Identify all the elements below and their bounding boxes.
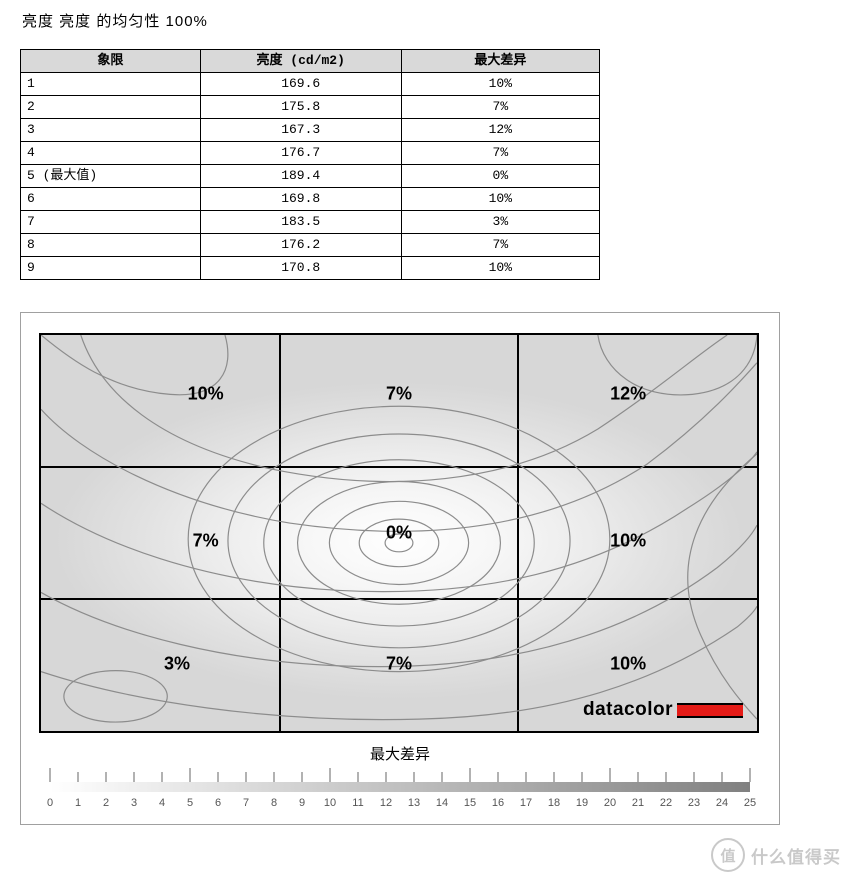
cell-quadrant: 3 bbox=[21, 119, 201, 142]
cell-luminance: 176.2 bbox=[200, 234, 401, 257]
cell-quadrant: 2 bbox=[21, 96, 201, 119]
col-luminance: 亮度 (cd/m2) bbox=[200, 50, 401, 73]
cell-luminance: 170.8 bbox=[200, 257, 401, 280]
cell-quadrant: 5 (最大值) bbox=[21, 165, 201, 188]
table-row: 2 175.8 7% bbox=[21, 96, 600, 119]
cell-value: 12% bbox=[610, 384, 646, 405]
table-row: 7 183.5 3% bbox=[21, 211, 600, 234]
cell-value: 7% bbox=[386, 384, 412, 405]
svg-text:9: 9 bbox=[299, 797, 305, 809]
svg-text:14: 14 bbox=[436, 797, 448, 809]
svg-text:11: 11 bbox=[352, 797, 363, 809]
svg-text:4: 4 bbox=[159, 797, 165, 809]
svg-text:16: 16 bbox=[492, 797, 504, 809]
cell-luminance: 169.6 bbox=[200, 73, 401, 96]
brand-bar-icon bbox=[677, 703, 743, 718]
cell-value: 10% bbox=[188, 384, 224, 405]
uniformity-chart-container: 10% 7% 12% 7% 0% 10% 3% 7% 10% datacolor… bbox=[20, 312, 780, 825]
svg-text:6: 6 bbox=[215, 797, 221, 809]
table-row: 1 169.6 10% bbox=[21, 73, 600, 96]
contour-plot: 10% 7% 12% 7% 0% 10% 3% 7% 10% datacolor bbox=[39, 333, 759, 733]
cell-luminance: 183.5 bbox=[200, 211, 401, 234]
luminance-table: 象限 亮度 (cd/m2) 最大差异 1 169.6 10% 2 175.8 7… bbox=[20, 49, 600, 280]
table-row: 3 167.3 12% bbox=[21, 119, 600, 142]
svg-text:18: 18 bbox=[548, 797, 560, 809]
svg-text:19: 19 bbox=[576, 797, 588, 809]
table-row: 9 170.8 10% bbox=[21, 257, 600, 280]
svg-text:12: 12 bbox=[380, 797, 392, 809]
cell-diff: 12% bbox=[401, 119, 599, 142]
cell-quadrant: 4 bbox=[21, 142, 201, 165]
svg-text:5: 5 bbox=[187, 797, 193, 809]
svg-text:0: 0 bbox=[47, 797, 53, 809]
svg-text:2: 2 bbox=[103, 797, 109, 809]
cell-quadrant: 1 bbox=[21, 73, 201, 96]
legend: 最大差异 01234567891011121314151617181920212… bbox=[39, 743, 761, 810]
cell-quadrant: 7 bbox=[21, 211, 201, 234]
svg-text:8: 8 bbox=[271, 797, 277, 809]
cell-quadrant: 9 bbox=[21, 257, 201, 280]
table-row: 5 (最大值) 189.4 0% bbox=[21, 165, 600, 188]
cell-luminance: 189.4 bbox=[200, 165, 401, 188]
cell-diff: 10% bbox=[401, 257, 599, 280]
cell-luminance: 175.8 bbox=[200, 96, 401, 119]
cell-diff: 0% bbox=[401, 165, 599, 188]
svg-text:10: 10 bbox=[324, 797, 336, 809]
col-quadrant: 象限 bbox=[21, 50, 201, 73]
cell-value: 7% bbox=[193, 530, 219, 551]
svg-text:24: 24 bbox=[716, 797, 728, 809]
cell-luminance: 169.8 bbox=[200, 188, 401, 211]
grid-line-horizontal bbox=[41, 466, 757, 468]
grid-line-horizontal bbox=[41, 598, 757, 600]
legend-scale: 0123456789101112131415161718192021222324… bbox=[40, 766, 760, 810]
table-row: 6 169.8 10% bbox=[21, 188, 600, 211]
datacolor-brand: datacolor bbox=[583, 699, 743, 721]
cell-diff: 3% bbox=[401, 211, 599, 234]
cell-value: 10% bbox=[610, 530, 646, 551]
svg-text:22: 22 bbox=[660, 797, 672, 809]
cell-value: 3% bbox=[164, 653, 190, 674]
svg-text:25: 25 bbox=[744, 797, 756, 809]
cell-diff: 7% bbox=[401, 234, 599, 257]
svg-text:21: 21 bbox=[632, 797, 644, 809]
cell-quadrant: 8 bbox=[21, 234, 201, 257]
cell-quadrant: 6 bbox=[21, 188, 201, 211]
legend-caption: 最大差异 bbox=[39, 743, 761, 764]
cell-luminance: 167.3 bbox=[200, 119, 401, 142]
cell-diff: 10% bbox=[401, 188, 599, 211]
svg-text:20: 20 bbox=[604, 797, 616, 809]
cell-value: 0% bbox=[386, 523, 412, 544]
cell-diff: 10% bbox=[401, 73, 599, 96]
table-row: 8 176.2 7% bbox=[21, 234, 600, 257]
svg-text:3: 3 bbox=[131, 797, 137, 809]
svg-text:13: 13 bbox=[408, 797, 420, 809]
cell-value: 10% bbox=[610, 653, 646, 674]
grid-line-vertical bbox=[517, 335, 519, 731]
cell-diff: 7% bbox=[401, 96, 599, 119]
svg-text:15: 15 bbox=[464, 797, 476, 809]
grid-line-vertical bbox=[279, 335, 281, 731]
svg-text:7: 7 bbox=[243, 797, 249, 809]
svg-text:23: 23 bbox=[688, 797, 700, 809]
luminance-table-container: 象限 亮度 (cd/m2) 最大差异 1 169.6 10% 2 175.8 7… bbox=[20, 49, 780, 284]
table-row: 4 176.7 7% bbox=[21, 142, 600, 165]
col-max-diff: 最大差异 bbox=[401, 50, 599, 73]
svg-text:1: 1 bbox=[75, 797, 81, 809]
svg-text:17: 17 bbox=[520, 797, 532, 809]
brand-text: datacolor bbox=[583, 699, 673, 721]
table-header-row: 象限 亮度 (cd/m2) 最大差异 bbox=[21, 50, 600, 73]
cell-luminance: 176.7 bbox=[200, 142, 401, 165]
cell-diff: 7% bbox=[401, 142, 599, 165]
cell-value: 7% bbox=[386, 653, 412, 674]
page-title: 亮度 亮度 的均匀性 100% bbox=[22, 10, 833, 31]
